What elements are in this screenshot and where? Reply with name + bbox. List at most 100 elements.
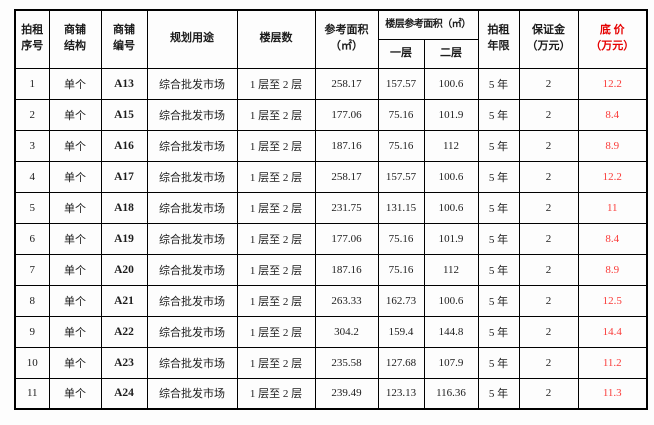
cell-lease-term: 5 年 xyxy=(477,129,520,162)
table-row: 10 单个 A23 综合批发市场 1 层至 2 层 235.58 127.68 107.9 5 … xyxy=(14,346,648,379)
cell-floor-count: 1 层至 2 层 xyxy=(236,315,316,348)
header-row-1: 拍租 序号 商铺 结构 商铺 编号 规划用途 楼层数 参考面积 （㎡） 楼层参考… xyxy=(14,9,648,69)
cell-deposit: 2 xyxy=(518,98,579,131)
cell-shop-no: A24 xyxy=(100,377,148,410)
cell-shop-structure: 单个 xyxy=(48,160,102,193)
table-row: 8 单个 A21 综合批发市场 1 层至 2 层 263.33 162.73 100.6 5 年… xyxy=(14,284,648,317)
cell-seq-no: 3 xyxy=(14,129,50,162)
cell-base-price: 11.3 xyxy=(577,377,648,410)
cell-ref-area: 258.17 xyxy=(314,67,379,100)
cell-shop-no: A19 xyxy=(100,222,148,255)
cell-ref-area: 187.16 xyxy=(314,253,379,286)
cell-floor-count: 1 层至 2 层 xyxy=(236,346,316,379)
cell-floor1-area: 75.16 xyxy=(377,98,425,131)
cell-floor-count: 1 层至 2 层 xyxy=(236,253,316,286)
cell-deposit: 2 xyxy=(518,315,579,348)
cell-seq-no: 5 xyxy=(14,191,50,224)
cell-seq-no: 1 xyxy=(14,67,50,100)
header-shop-structure: 商铺 结构 xyxy=(48,9,102,69)
cell-floor1-area: 127.68 xyxy=(377,346,425,379)
cell-floor1-area: 131.15 xyxy=(377,191,425,224)
cell-shop-structure: 单个 xyxy=(48,346,102,379)
cell-floor1-area: 157.57 xyxy=(377,67,425,100)
cell-planned-use: 综合批发市场 xyxy=(146,253,238,286)
cell-planned-use: 综合批发市场 xyxy=(146,222,238,255)
cell-deposit: 2 xyxy=(518,222,579,255)
cell-shop-structure: 单个 xyxy=(48,129,102,162)
cell-lease-term: 5 年 xyxy=(477,67,520,100)
cell-ref-area: 177.06 xyxy=(314,222,379,255)
cell-floor1-area: 157.57 xyxy=(377,160,425,193)
cell-base-price: 12.2 xyxy=(577,160,648,193)
cell-shop-no: A23 xyxy=(100,346,148,379)
header-floor1: 一层 xyxy=(377,38,425,69)
cell-floor-count: 1 层至 2 层 xyxy=(236,284,316,317)
cell-floor1-area: 75.16 xyxy=(377,129,425,162)
table-row: 5 单个 A18 综合批发市场 1 层至 2 层 231.75 131.15 100.6 5 年… xyxy=(14,191,648,224)
cell-floor2-area: 101.9 xyxy=(423,222,479,255)
cell-lease-term: 5 年 xyxy=(477,160,520,193)
header-seq-no: 拍租 序号 xyxy=(14,9,50,69)
cell-shop-structure: 单个 xyxy=(48,222,102,255)
table-header: 拍租 序号 商铺 结构 商铺 编号 规划用途 楼层数 参考面积 （㎡） 楼层参考… xyxy=(14,9,648,69)
cell-seq-no: 2 xyxy=(14,98,50,131)
cell-deposit: 2 xyxy=(518,129,579,162)
cell-deposit: 2 xyxy=(518,160,579,193)
header-planned-use: 规划用途 xyxy=(146,9,238,69)
header-ref-area: 参考面积 （㎡） xyxy=(314,9,379,69)
cell-planned-use: 综合批发市场 xyxy=(146,160,238,193)
cell-floor2-area: 116.36 xyxy=(423,377,479,410)
cell-floor-count: 1 层至 2 层 xyxy=(236,160,316,193)
cell-base-price: 8.4 xyxy=(577,98,648,131)
cell-shop-structure: 单个 xyxy=(48,191,102,224)
cell-lease-term: 5 年 xyxy=(477,222,520,255)
header-shop-no: 商铺 编号 xyxy=(100,9,148,69)
cell-ref-area: 177.06 xyxy=(314,98,379,131)
cell-base-price: 12.2 xyxy=(577,67,648,100)
table-row: 3 单个 A16 综合批发市场 1 层至 2 层 187.16 75.16 112 5 年 2 8.… xyxy=(14,129,648,162)
cell-lease-term: 5 年 xyxy=(477,284,520,317)
header-row-2: 一层 二层 xyxy=(15,38,647,69)
cell-floor-count: 1 层至 2 层 xyxy=(236,98,316,131)
header-floor2: 二层 xyxy=(423,38,479,69)
cell-floor1-area: 75.16 xyxy=(377,253,425,286)
cell-deposit: 2 xyxy=(518,253,579,286)
cell-ref-area: 239.49 xyxy=(314,377,379,410)
cell-floor2-area: 101.9 xyxy=(423,98,479,131)
header-floor-ref-area: 楼层参考面积（㎡） xyxy=(377,9,479,40)
cell-ref-area: 235.58 xyxy=(314,346,379,379)
table-row: 4 单个 A17 综合批发市场 1 层至 2 层 258.17 157.57 100.6 5 年… xyxy=(14,160,648,193)
cell-shop-structure: 单个 xyxy=(48,284,102,317)
header-floor-count: 楼层数 xyxy=(236,9,316,69)
cell-seq-no: 4 xyxy=(14,160,50,193)
cell-seq-no: 11 xyxy=(14,377,50,410)
cell-planned-use: 综合批发市场 xyxy=(146,315,238,348)
cell-base-price: 12.5 xyxy=(577,284,648,317)
cell-seq-no: 6 xyxy=(14,222,50,255)
cell-shop-no: A20 xyxy=(100,253,148,286)
cell-lease-term: 5 年 xyxy=(477,315,520,348)
cell-lease-term: 5 年 xyxy=(477,346,520,379)
cell-ref-area: 187.16 xyxy=(314,129,379,162)
cell-shop-structure: 单个 xyxy=(48,377,102,410)
cell-lease-term: 5 年 xyxy=(477,253,520,286)
cell-planned-use: 综合批发市场 xyxy=(146,129,238,162)
cell-floor2-area: 100.6 xyxy=(423,191,479,224)
cell-planned-use: 综合批发市场 xyxy=(146,284,238,317)
cell-ref-area: 304.2 xyxy=(314,315,379,348)
cell-base-price: 14.4 xyxy=(577,315,648,348)
cell-seq-no: 9 xyxy=(14,315,50,348)
cell-floor1-area: 75.16 xyxy=(377,222,425,255)
cell-planned-use: 综合批发市场 xyxy=(146,377,238,410)
cell-planned-use: 综合批发市场 xyxy=(146,346,238,379)
cell-floor2-area: 100.6 xyxy=(423,160,479,193)
cell-lease-term: 5 年 xyxy=(477,377,520,410)
cell-floor2-area: 100.6 xyxy=(423,67,479,100)
table-row: 11 单个 A24 综合批发市场 1 层至 2 层 239.49 123.13 116.36 5… xyxy=(14,377,648,410)
cell-ref-area: 263.33 xyxy=(314,284,379,317)
cell-floor1-area: 159.4 xyxy=(377,315,425,348)
cell-floor1-area: 162.73 xyxy=(377,284,425,317)
cell-shop-no: A13 xyxy=(100,67,148,100)
